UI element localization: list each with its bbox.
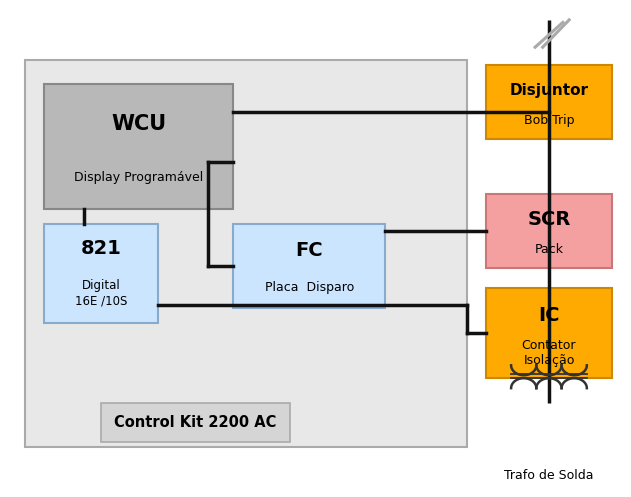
Text: Contator
Isolação: Contator Isolação [522, 338, 576, 367]
FancyBboxPatch shape [44, 84, 233, 209]
Text: WCU: WCU [111, 114, 167, 134]
Text: Bob Trip: Bob Trip [524, 114, 574, 127]
FancyBboxPatch shape [486, 288, 612, 378]
Text: Display Programável: Display Programável [74, 171, 203, 184]
FancyBboxPatch shape [44, 224, 158, 323]
Text: FC: FC [295, 241, 323, 260]
FancyBboxPatch shape [486, 194, 612, 268]
FancyBboxPatch shape [25, 60, 467, 447]
Text: Control Kit 2200 AC: Control Kit 2200 AC [114, 415, 277, 430]
Text: Placa  Disparo: Placa Disparo [264, 280, 354, 294]
Text: Pack: Pack [534, 243, 563, 256]
Text: 821: 821 [81, 239, 121, 258]
FancyBboxPatch shape [486, 65, 612, 139]
Text: SCR: SCR [528, 210, 570, 230]
FancyBboxPatch shape [101, 403, 290, 442]
Text: IC: IC [538, 306, 560, 325]
Text: Digital
16E /10S: Digital 16E /10S [74, 279, 127, 307]
Text: Disjuntor: Disjuntor [509, 83, 589, 98]
FancyBboxPatch shape [233, 224, 385, 308]
Text: Trafo de Solda: Trafo de Solda [504, 469, 594, 482]
